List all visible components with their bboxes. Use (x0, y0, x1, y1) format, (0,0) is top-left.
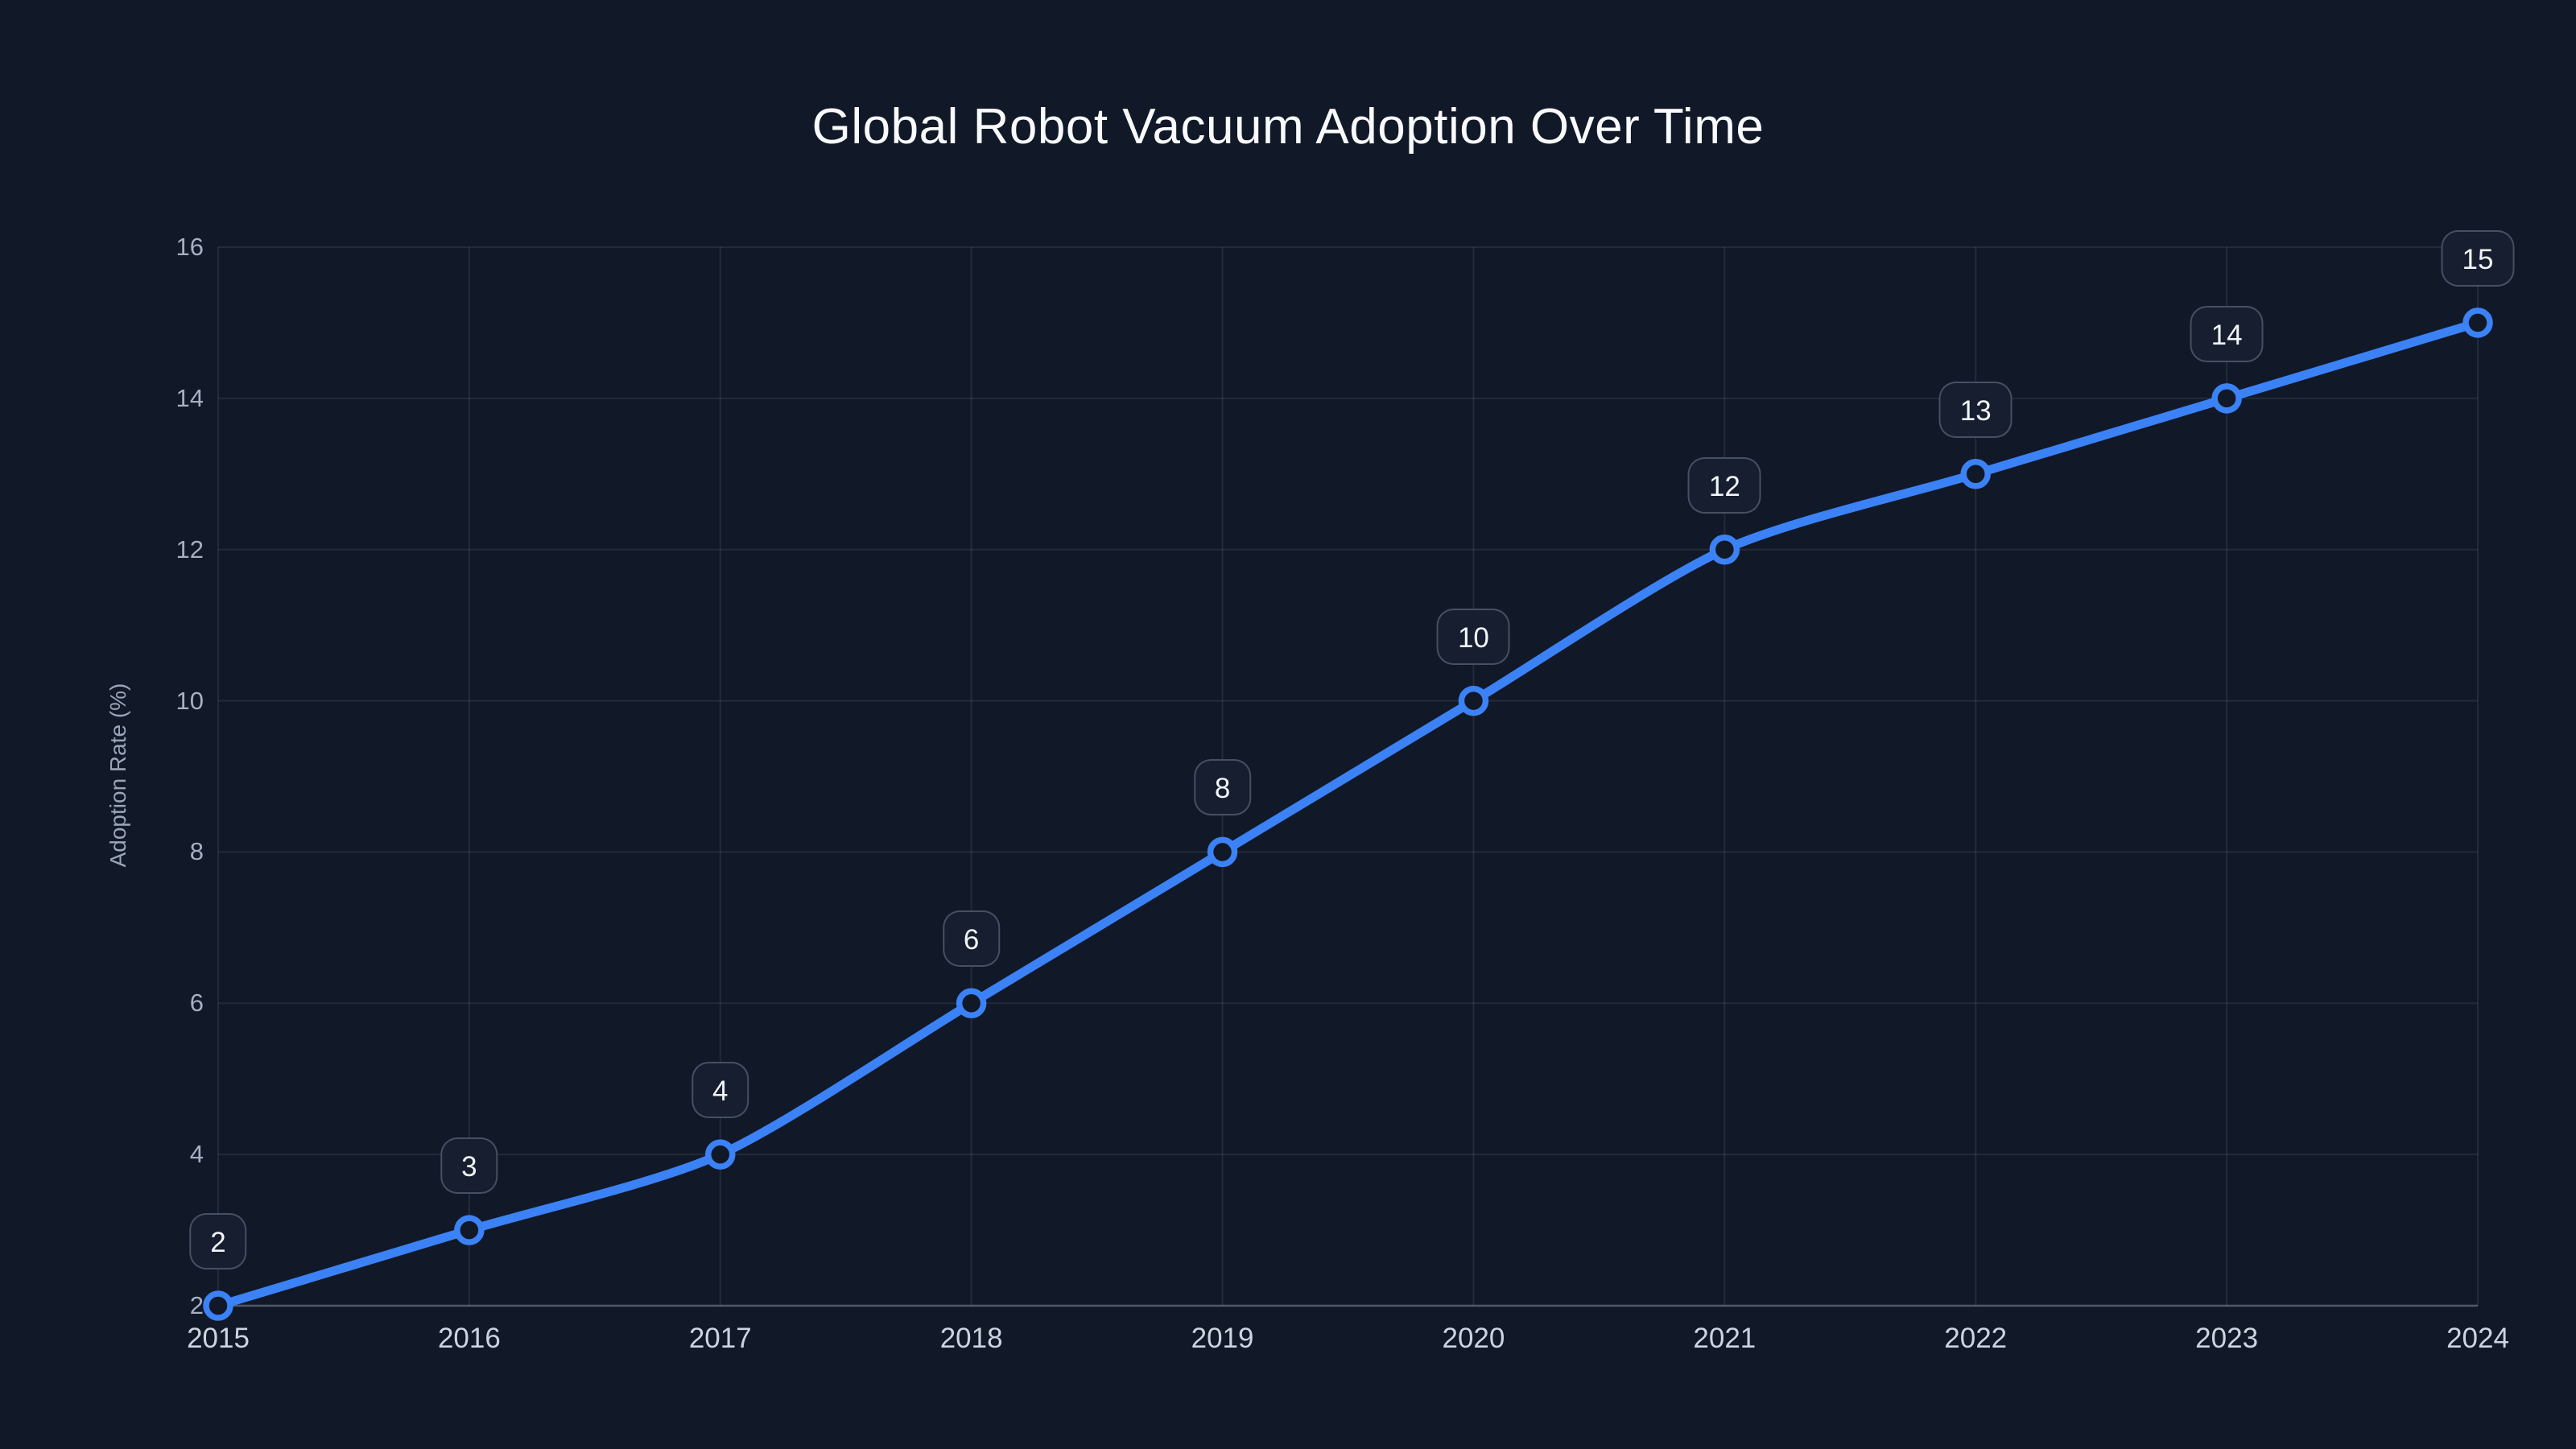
data-point-label: 2 (189, 1213, 247, 1269)
x-tick-label: 2017 (688, 1323, 752, 1354)
data-point-marker (1960, 459, 1991, 489)
y-tick-label: 10 (175, 686, 204, 715)
data-point-label: 6 (942, 910, 1001, 968)
series-line (213, 318, 2483, 1311)
y-tick-label: 12 (175, 535, 204, 564)
data-point-marker (956, 988, 987, 1019)
data-point-marker (2462, 308, 2493, 338)
data-point-marker (1207, 836, 1238, 868)
y-tick-label: 2 (189, 1291, 204, 1319)
x-tick-label: 2023 (2195, 1323, 2259, 1354)
data-point-label: 13 (1938, 381, 2013, 438)
data-point-label: 8 (1193, 759, 1252, 816)
x-tick-label: 2016 (437, 1323, 501, 1354)
x-tick-label: 2018 (939, 1323, 1003, 1354)
data-point-marker (1709, 534, 1740, 565)
x-tick-label: 2021 (1693, 1323, 1757, 1354)
x-tick-label: 2019 (1191, 1323, 1254, 1354)
x-tick-label: 2024 (2446, 1323, 2509, 1354)
data-point-label: 10 (1436, 608, 1510, 665)
data-point-label: 15 (2441, 229, 2515, 287)
data-point-marker (705, 1139, 736, 1170)
x-tick-label: 2015 (187, 1323, 250, 1354)
data-point-label: 4 (691, 1062, 749, 1119)
data-point-marker (454, 1215, 485, 1245)
x-tick-label: 2022 (1944, 1323, 2008, 1354)
y-tick-label: 8 (189, 837, 204, 866)
y-tick-label: 14 (175, 383, 204, 412)
y-tick-label: 16 (175, 233, 204, 261)
data-point-marker (203, 1290, 233, 1321)
data-point-label: 12 (1687, 456, 1761, 514)
x-tick-label: 2020 (1442, 1323, 1505, 1354)
data-point-label: 3 (440, 1137, 498, 1195)
data-point-marker (2211, 383, 2242, 414)
data-point-marker (1458, 685, 1489, 716)
chart-title: Global Robot Vacuum Adoption Over Time (811, 99, 1765, 155)
y-tick-label: 6 (189, 989, 204, 1018)
y-tick-label: 4 (189, 1140, 204, 1169)
data-point-label: 14 (2190, 305, 2264, 362)
